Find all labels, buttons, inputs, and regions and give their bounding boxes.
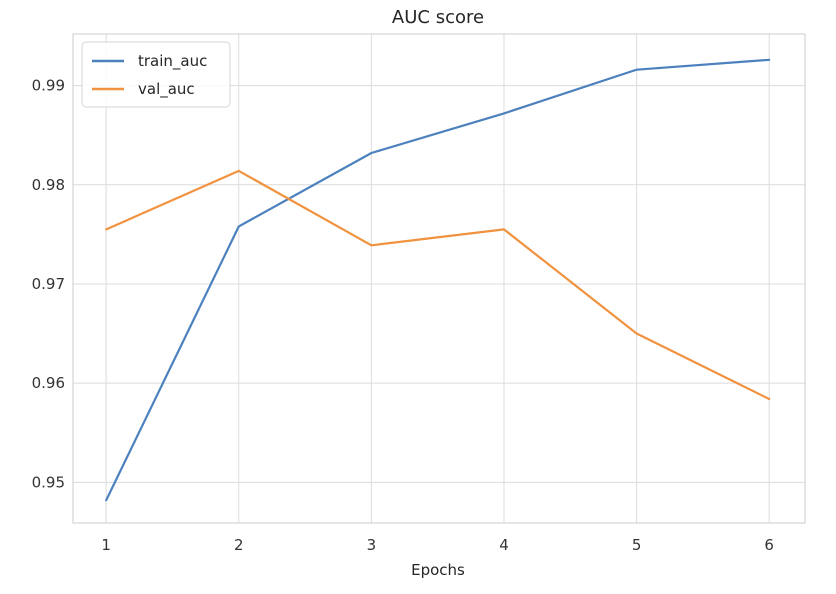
legend: train_auc val_auc: [81, 41, 231, 108]
series-line-train-auc: [105, 58, 771, 502]
y-tick-label: 0.98: [32, 176, 65, 194]
y-tick-label: 0.99: [32, 77, 65, 95]
x-axis-label: Epochs: [411, 561, 465, 579]
x-tick-label: 2: [234, 536, 244, 554]
legend-label: val_auc: [138, 80, 195, 99]
x-tick-label: 5: [632, 536, 642, 554]
series-line-val-auc: [105, 169, 771, 401]
x-tick-label: 1: [101, 536, 111, 554]
plot-area: [72, 33, 806, 524]
legend-label: train_auc: [138, 52, 207, 71]
chart-title: AUC score: [392, 7, 484, 28]
y-tick-label: 0.95: [32, 473, 65, 491]
tick-labels: 1 2 3 4 5 6 0.95 0.96 0.97 0.98 0.99: [32, 77, 774, 554]
series-layer: [105, 58, 771, 502]
y-tick-label: 0.97: [32, 275, 65, 293]
legend-box: [81, 41, 231, 108]
x-tick-label: 3: [367, 536, 377, 554]
x-tick-label: 4: [499, 536, 509, 554]
x-tick-label: 6: [764, 536, 774, 554]
y-tick-label: 0.96: [32, 374, 65, 392]
